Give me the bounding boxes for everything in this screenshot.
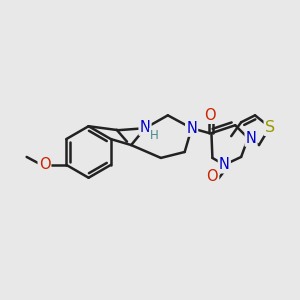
Text: O: O — [39, 158, 50, 172]
Text: O: O — [207, 169, 218, 184]
Text: O: O — [204, 108, 215, 123]
Text: N: N — [140, 120, 151, 135]
Text: N: N — [246, 130, 256, 146]
Text: N: N — [186, 121, 197, 136]
Text: S: S — [265, 120, 275, 135]
Text: N: N — [219, 158, 230, 172]
Text: H: H — [150, 129, 158, 142]
